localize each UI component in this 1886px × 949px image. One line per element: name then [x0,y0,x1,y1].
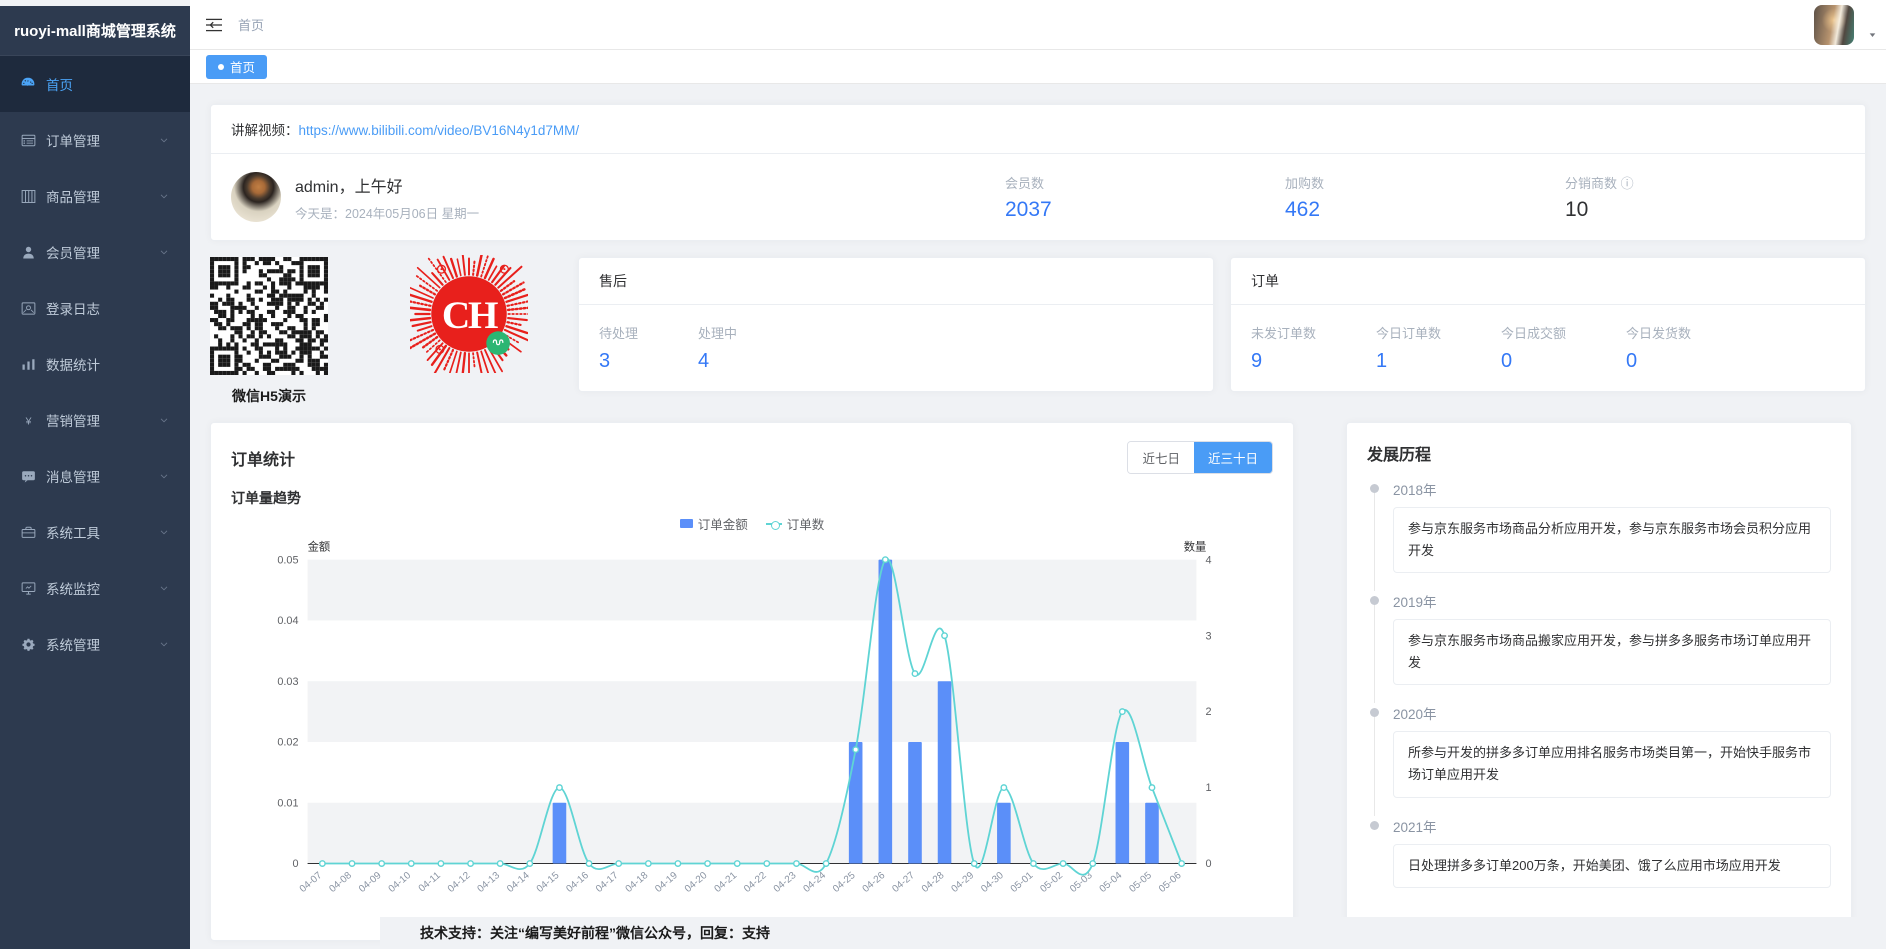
svg-text:04-26: 04-26 [861,870,888,895]
svg-text:0.05: 0.05 [277,554,298,566]
svg-text:04-12: 04-12 [446,870,473,895]
svg-text:04-24: 04-24 [801,870,828,895]
svg-text:04-13: 04-13 [475,870,502,895]
svg-text:04-21: 04-21 [713,870,740,895]
svg-text:04-25: 04-25 [831,870,858,895]
svg-text:4: 4 [1205,554,1211,566]
svg-text:04-09: 04-09 [357,870,384,895]
svg-text:2: 2 [1205,706,1211,718]
svg-text:04-18: 04-18 [624,870,651,895]
svg-text:04-30: 04-30 [979,870,1006,895]
svg-text:04-28: 04-28 [920,870,947,895]
svg-text:04-22: 04-22 [742,870,769,895]
svg-text:数量: 数量 [1184,540,1207,554]
svg-text:3: 3 [1205,630,1211,642]
svg-text:0.01: 0.01 [277,797,298,809]
svg-text:04-29: 04-29 [950,870,977,895]
svg-text:05-02: 05-02 [1038,870,1065,895]
svg-text:0.03: 0.03 [277,676,298,688]
svg-text:0: 0 [292,858,298,870]
svg-text:04-11: 04-11 [417,870,443,895]
svg-text:05-04: 05-04 [1098,870,1125,895]
svg-text:04-19: 04-19 [653,870,680,895]
svg-text:04-27: 04-27 [890,870,917,895]
svg-text:04-10: 04-10 [387,870,414,895]
svg-text:金额: 金额 [308,540,331,554]
svg-text:05-05: 05-05 [1127,870,1154,895]
svg-text:05-01: 05-01 [1009,870,1036,895]
svg-text:04-07: 04-07 [298,870,325,895]
svg-text:0.04: 0.04 [277,615,298,627]
svg-text:05-06: 05-06 [1157,870,1184,895]
svg-text:¥: ¥ [24,415,31,427]
svg-text:05-03: 05-03 [1068,870,1095,895]
svg-text:04-16: 04-16 [564,870,591,895]
svg-text:04-20: 04-20 [683,870,710,895]
svg-text:0.02: 0.02 [277,737,298,749]
svg-text:04-14: 04-14 [505,870,532,895]
svg-text:04-23: 04-23 [772,870,799,895]
svg-text:04-15: 04-15 [535,870,562,895]
svg-text:04-08: 04-08 [327,870,354,895]
svg-text:1: 1 [1205,782,1211,794]
svg-text:04-17: 04-17 [594,870,621,895]
svg-text:0: 0 [1205,858,1211,870]
svg-text:CH: CH [442,293,498,337]
